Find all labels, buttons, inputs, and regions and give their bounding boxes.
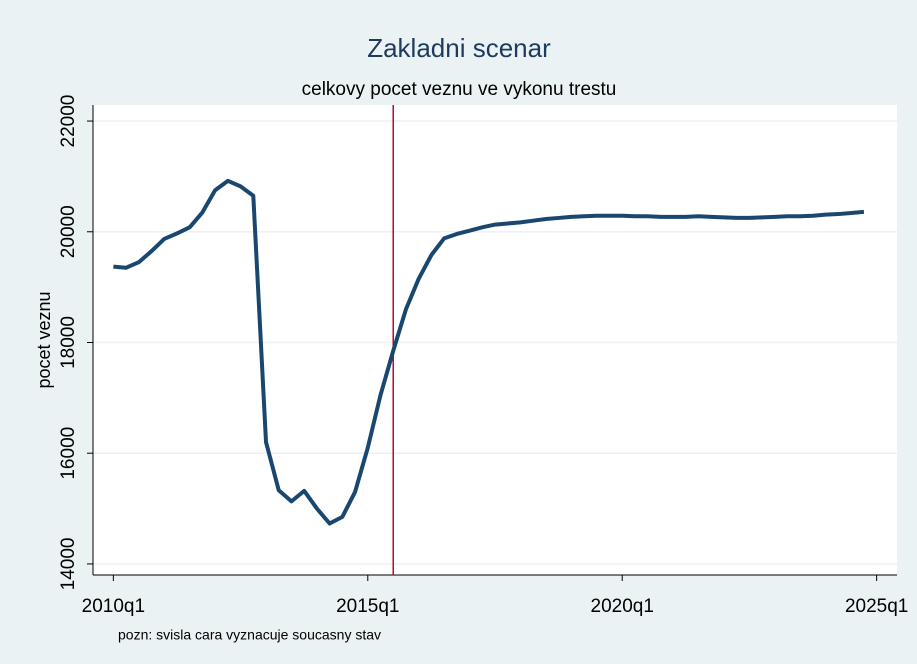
x-tick-label: 2015q1	[336, 596, 399, 617]
plot-area	[93, 105, 897, 575]
y-tick-label: 20000	[58, 205, 79, 258]
y-tick-label: 18000	[58, 316, 79, 369]
y-tick-label: 16000	[58, 427, 79, 480]
x-tick-label: 2025q1	[845, 596, 908, 617]
y-tick-label: 14000	[58, 538, 79, 591]
note: pozn: svisla cara vyznacuje soucasny sta…	[118, 627, 381, 643]
y-axis-label: pocet veznu	[34, 291, 54, 388]
x-tick-label: 2020q1	[591, 596, 654, 617]
x-tick-label: 2010q1	[82, 596, 145, 617]
data-line	[113, 178, 865, 526]
chart-title: Zakladni scenar	[367, 33, 551, 63]
y-tick-label: 22000	[58, 95, 79, 148]
chart-subtitle: celkovy pocet veznu ve vykonu trestu	[302, 79, 617, 100]
